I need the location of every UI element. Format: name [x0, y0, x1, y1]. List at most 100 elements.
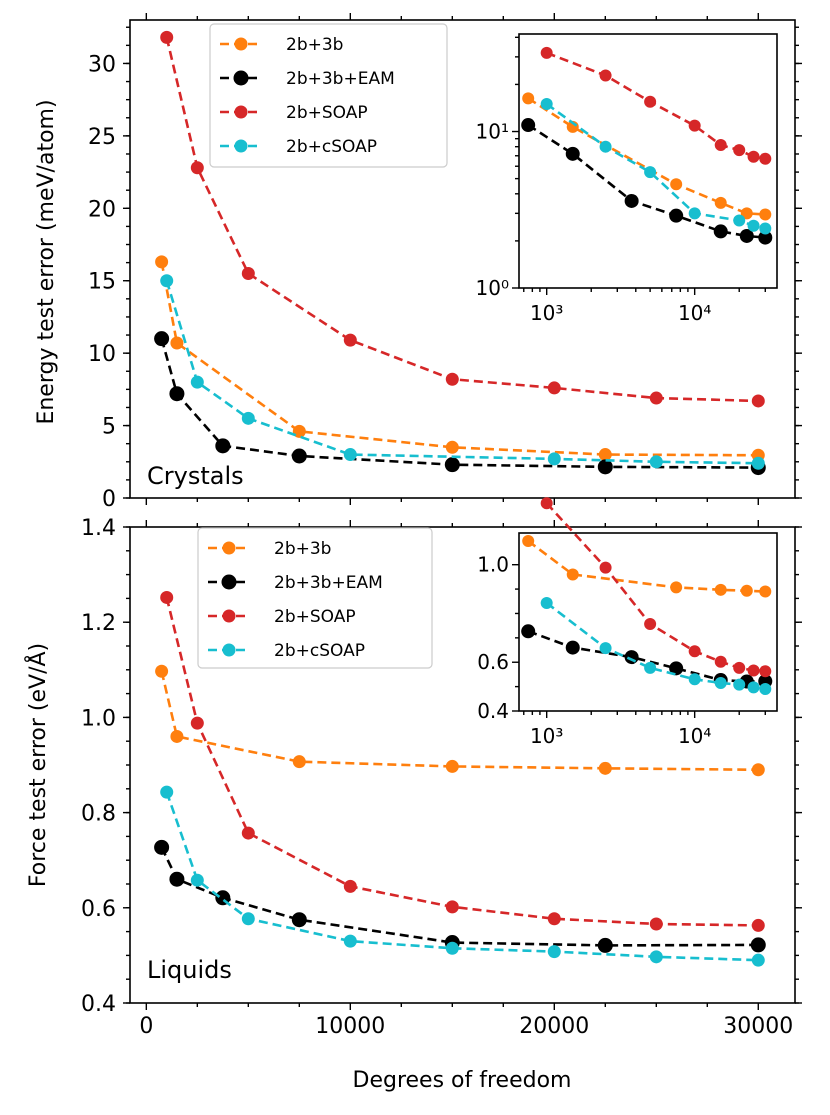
- crystals-series-2b-soap: [160, 30, 765, 408]
- liquids-point-2b-3b: [292, 755, 306, 769]
- liquids-inset-point-2b-3b-eam: [521, 624, 536, 639]
- crystals-inset-point-2b-soap: [714, 139, 727, 152]
- liquids-inset-point-2b-csoap: [714, 676, 727, 689]
- liquids-legend: 2b+3b 2b+3b+EAM 2b+SOAP 2b+cSOAP: [197, 527, 433, 669]
- crystals-inset-series-2b-3b-eam: [521, 118, 773, 245]
- crystals-y-axis-label: Energy test error (meV/atom): [34, 99, 59, 424]
- crystals-point-2b-soap: [445, 372, 459, 386]
- liquids-inset-series-2b-csoap: [540, 596, 772, 696]
- liquids-inset-plot: 10³ 10⁴ 0.4 0.6 1.0: [477, 497, 778, 748]
- liquids-y-tick-label: 1.2: [81, 611, 116, 636]
- liquids-point-2b-3b-eam: [169, 871, 185, 887]
- liquids-point-2b-3b-eam: [154, 839, 170, 855]
- crystals-inset-point-2b-csoap: [599, 140, 612, 153]
- liquids-panel: 0 10000 20000 30000 0.4 0.6 0.8 1.0 1.2 1.4 Force…: [24, 497, 802, 1093]
- liquids-inset-x-tick-label: 10³: [530, 724, 563, 748]
- crystals-inset-point-2b-soap: [747, 150, 760, 163]
- crystals-point-2b-soap: [190, 161, 204, 175]
- crystals-point-2b-soap: [343, 333, 357, 347]
- liquids-y-tick-label: 1.4: [81, 516, 116, 541]
- liquids-legend-swatch-marker: [222, 609, 236, 623]
- liquids-legend-swatch-marker: [222, 643, 236, 657]
- liquids-point-2b-soap: [343, 879, 357, 893]
- crystals-y-tick-label: 15: [88, 270, 116, 295]
- crystals-point-2b-csoap: [343, 448, 357, 462]
- crystals-legend-swatch-marker: [234, 105, 248, 119]
- crystals-inset-point-2b-3b-eam: [739, 228, 754, 243]
- crystals-inset-point-2b-3b: [522, 92, 535, 105]
- liquids-point-2b-csoap: [160, 785, 174, 799]
- crystals-point-2b-csoap: [751, 456, 765, 470]
- crystals-inset-point-2b-csoap: [540, 97, 553, 110]
- crystals-inset-point-2b-3b-eam: [521, 118, 536, 133]
- liquids-point-2b-3b: [445, 759, 459, 773]
- liquids-inset-point-2b-soap: [759, 665, 772, 678]
- crystals-inset-point-2b-soap: [688, 119, 701, 132]
- liquids-inset-point-2b-soap: [540, 497, 553, 510]
- liquids-inset-y-tick-label: 1.0: [477, 553, 509, 577]
- crystals-inset-point-2b-3b-eam: [624, 193, 639, 208]
- liquids-inset-point-2b-soap: [733, 661, 746, 674]
- liquids-series-2b-3b-eam: [154, 839, 766, 953]
- crystals-inset-point-2b-3b-eam: [669, 208, 684, 223]
- liquids-y-tick-label: 0.6: [81, 897, 116, 922]
- liquids-line-2b-csoap: [165, 791, 759, 962]
- crystals-point-2b-csoap: [190, 375, 204, 389]
- crystals-point-2b-soap: [751, 394, 765, 408]
- liquids-inset-point-2b-3b: [740, 584, 753, 597]
- liquids-inset-point-2b-3b-eam: [624, 650, 639, 665]
- crystals-point-2b-csoap: [649, 455, 663, 469]
- liquids-inset-point-2b-csoap: [759, 683, 772, 696]
- crystals-line-2b-soap: [165, 37, 759, 403]
- crystals-point-2b-3b-eam: [154, 331, 170, 347]
- x-axis-label: Degrees of freedom: [353, 1068, 572, 1093]
- liquids-inset-line-2b-3b: [527, 540, 766, 593]
- crystals-inset-point-2b-csoap: [688, 207, 701, 220]
- crystals-point-2b-3b: [155, 255, 169, 269]
- liquids-point-2b-csoap: [751, 953, 765, 967]
- liquids-point-2b-soap: [160, 590, 174, 604]
- crystals-y-tick-label: 10: [88, 342, 116, 367]
- liquids-point-2b-soap: [649, 917, 663, 931]
- liquids-series-2b-3b: [155, 664, 765, 777]
- crystals-inset-line-2b-3b: [527, 97, 766, 216]
- crystals-inset-point-2b-csoap: [644, 166, 657, 179]
- liquids-legend-label: 2b+SOAP: [274, 607, 356, 627]
- liquids-point-2b-3b: [598, 761, 612, 775]
- liquids-inset-point-2b-3b-eam: [669, 661, 684, 676]
- liquids-inset-point-2b-soap: [688, 645, 701, 658]
- crystals-point-2b-soap: [160, 30, 174, 44]
- crystals-inset-series-2b-soap: [540, 46, 772, 165]
- liquids-x-tick-label: 0: [139, 1014, 153, 1039]
- liquids-plot-area: 0 10000 20000 30000 0.4 0.6 0.8 1.0 1.2 1.4: [81, 516, 802, 1039]
- liquids-inset-point-2b-3b: [522, 535, 535, 548]
- crystals-inset-point-2b-soap: [644, 95, 657, 108]
- crystals-line-2b-3b: [160, 261, 759, 457]
- crystals-legend-label: 2b+3b+EAM: [286, 69, 395, 89]
- liquids-inset-series-2b-3b: [522, 535, 772, 598]
- liquids-inset-point-2b-csoap: [733, 678, 746, 691]
- crystals-inset-y-tick-label: 10⁰: [476, 276, 509, 300]
- liquids-legend-label: 2b+3b: [274, 539, 331, 559]
- liquids-point-2b-3b: [155, 664, 169, 678]
- liquids-point-2b-3b: [170, 729, 184, 743]
- liquids-series-2b-csoap: [160, 785, 765, 967]
- liquids-inset-y-tick-label: 0.6: [477, 650, 509, 674]
- liquids-x-tick-label: 30000: [723, 1014, 793, 1039]
- crystals-legend-label: 2b+3b: [286, 35, 343, 55]
- crystals-inset-x-tick-label: 10⁴: [678, 301, 711, 325]
- crystals-point-2b-3b-eam: [169, 386, 185, 402]
- liquids-series-2b-soap: [160, 590, 765, 932]
- liquids-point-2b-soap: [547, 912, 561, 926]
- crystals-point-2b-3b: [170, 336, 184, 350]
- liquids-inset-point-2b-3b: [714, 583, 727, 596]
- liquids-inset-point-2b-3b: [566, 568, 579, 581]
- crystals-inset-point-2b-3b-eam: [713, 224, 728, 239]
- liquids-point-2b-3b-eam: [750, 937, 766, 953]
- crystals-inset-point-2b-soap: [540, 46, 553, 59]
- crystals-inset-point-2b-csoap: [733, 214, 746, 227]
- liquids-point-2b-soap: [190, 716, 204, 730]
- liquids-inset-point-2b-soap: [714, 655, 727, 668]
- crystals-plot-area: 0 5 10 15 20 25 30: [88, 13, 802, 512]
